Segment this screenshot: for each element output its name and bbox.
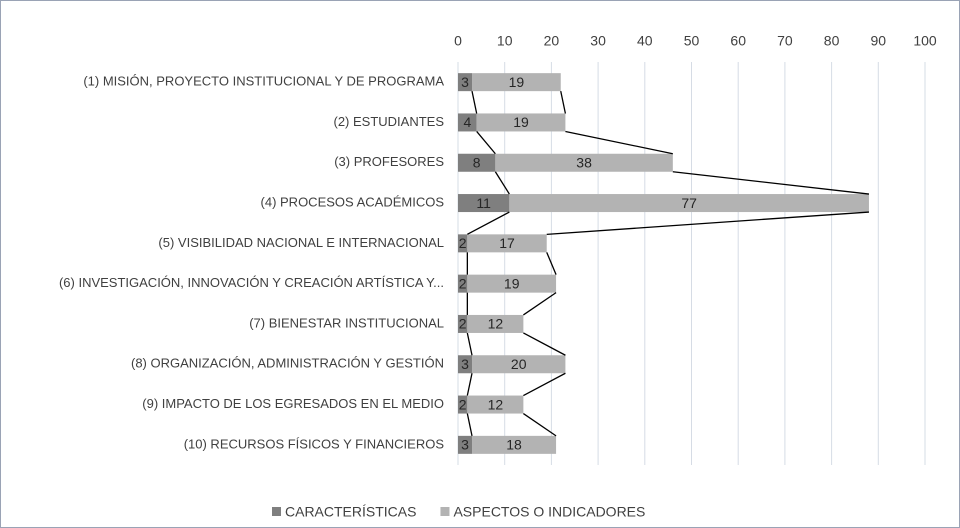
series-line bbox=[466, 373, 473, 396]
series-line bbox=[546, 252, 557, 275]
bar-segment bbox=[458, 194, 510, 213]
bar-segment bbox=[476, 113, 566, 132]
legend-swatch bbox=[440, 507, 450, 516]
data-label: 2 bbox=[459, 316, 467, 332]
x-tick-label: 10 bbox=[497, 33, 513, 49]
series-line bbox=[523, 372, 566, 397]
bar-segment bbox=[467, 395, 524, 414]
data-label: 11 bbox=[476, 195, 491, 211]
bar-segment bbox=[458, 395, 468, 414]
data-label: 18 bbox=[506, 437, 522, 453]
data-label: 17 bbox=[499, 235, 515, 251]
bar-segment bbox=[495, 153, 673, 172]
data-label: 2 bbox=[459, 275, 467, 291]
y-tick-label: (8) ORGANIZACIÓN, ADMINISTRACIÓN Y GESTI… bbox=[131, 356, 444, 371]
data-label: 2 bbox=[459, 396, 467, 412]
bar-segment bbox=[458, 314, 468, 333]
series-line bbox=[471, 91, 478, 114]
x-tick-label: 70 bbox=[777, 33, 793, 49]
x-tick-label: 20 bbox=[544, 33, 560, 49]
legend-label: ASPECTOS O INDICADORES bbox=[453, 504, 645, 520]
y-tick-label: (9) IMPACTO DE LOS EGRESADOS EN EL MEDIO bbox=[142, 396, 444, 411]
y-tick-label: (1) MISIÓN, PROYECTO INSTITUCIONAL Y DE … bbox=[83, 74, 444, 89]
series-line bbox=[466, 413, 473, 436]
x-tick-label: 40 bbox=[637, 33, 653, 49]
bar-segment bbox=[509, 194, 869, 213]
series-line bbox=[476, 131, 496, 155]
y-tick-label: (4) PROCESOS ACADÉMICOS bbox=[261, 194, 445, 209]
series-line bbox=[494, 171, 510, 195]
x-tick-label: 0 bbox=[454, 33, 462, 49]
series-line bbox=[523, 332, 566, 356]
data-label: 12 bbox=[488, 316, 504, 332]
data-label: 2 bbox=[459, 235, 467, 251]
data-label: 77 bbox=[681, 195, 697, 211]
data-label: 3 bbox=[461, 437, 469, 453]
y-tick-label: (2) ESTUDIANTES bbox=[333, 114, 444, 129]
data-label: 8 bbox=[473, 154, 481, 170]
y-tick-label: (5) VISIBILIDAD NACIONAL E INTERNACIONAL bbox=[158, 235, 444, 250]
bar-segment bbox=[458, 113, 477, 132]
bar-segment bbox=[458, 73, 473, 92]
data-label: 3 bbox=[461, 356, 469, 372]
data-label: 3 bbox=[461, 74, 469, 90]
series-line bbox=[466, 332, 473, 356]
data-label: 4 bbox=[463, 114, 471, 130]
legend-swatch bbox=[272, 507, 281, 516]
x-tick-label: 80 bbox=[824, 33, 840, 49]
data-label: 19 bbox=[504, 275, 520, 291]
legend-label: CARACTERÍSTICAS bbox=[285, 504, 416, 520]
data-label: 12 bbox=[488, 396, 504, 412]
series-line bbox=[546, 211, 870, 235]
series-line bbox=[523, 413, 557, 437]
x-tick-label: 30 bbox=[590, 33, 606, 49]
series-line bbox=[560, 91, 567, 114]
data-label: 20 bbox=[511, 356, 527, 372]
bar-segment bbox=[458, 234, 468, 253]
bar-segment bbox=[472, 73, 561, 92]
bar-segment bbox=[458, 355, 473, 374]
data-label: 19 bbox=[513, 114, 529, 130]
series-line bbox=[672, 171, 870, 195]
x-tick-label: 60 bbox=[730, 33, 746, 49]
bar-segment bbox=[467, 234, 547, 253]
bar-segment bbox=[458, 435, 473, 454]
series-line bbox=[523, 292, 557, 316]
y-tick-label: (6) INVESTIGACIÓN, INNOVACIÓN Y CREACIÓN… bbox=[59, 275, 444, 290]
bar-segment bbox=[472, 435, 557, 454]
bar-segment bbox=[458, 274, 468, 293]
bar-segment bbox=[467, 314, 524, 333]
bar-segment bbox=[458, 153, 496, 172]
y-tick-label: (10) RECURSOS FÍSICOS Y FINANCIEROS bbox=[184, 436, 445, 451]
y-tick-label: (7) BIENESTAR INSTITUCIONAL bbox=[249, 315, 444, 330]
y-tick-label: (3) PROFESORES bbox=[334, 154, 444, 169]
series-line bbox=[467, 211, 510, 235]
bar-segment bbox=[467, 274, 557, 293]
data-label: 19 bbox=[509, 74, 525, 90]
bar-segment bbox=[472, 355, 566, 374]
data-label: 38 bbox=[576, 154, 592, 170]
series-line bbox=[565, 130, 673, 155]
x-tick-label: 100 bbox=[913, 33, 937, 49]
x-tick-label: 90 bbox=[871, 33, 887, 49]
x-tick-label: 50 bbox=[684, 33, 700, 49]
